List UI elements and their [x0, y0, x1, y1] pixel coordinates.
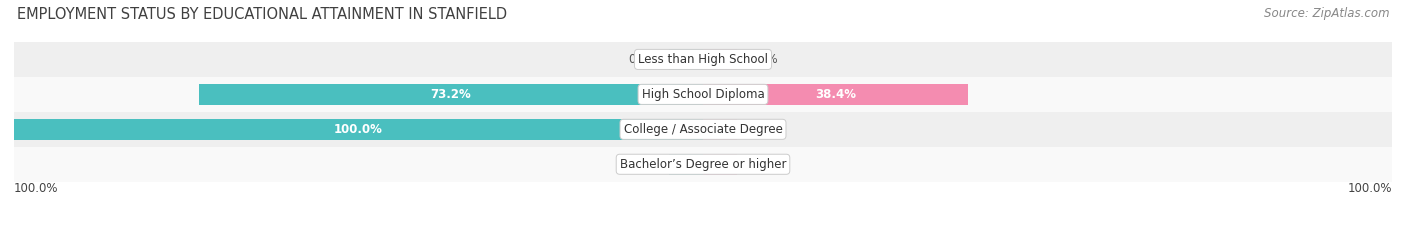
Text: 0.0%: 0.0%: [628, 158, 658, 171]
Text: 38.4%: 38.4%: [814, 88, 856, 101]
Text: 0.0%: 0.0%: [628, 53, 658, 66]
Bar: [703, 49, 738, 70]
Text: Bachelor’s Degree or higher: Bachelor’s Degree or higher: [620, 158, 786, 171]
Text: 100.0%: 100.0%: [335, 123, 382, 136]
Text: High School Diploma: High School Diploma: [641, 88, 765, 101]
Bar: [703, 119, 738, 140]
Text: EMPLOYMENT STATUS BY EDUCATIONAL ATTAINMENT IN STANFIELD: EMPLOYMENT STATUS BY EDUCATIONAL ATTAINM…: [17, 7, 508, 22]
Text: 0.0%: 0.0%: [748, 123, 778, 136]
Text: 100.0%: 100.0%: [14, 182, 59, 195]
Bar: [669, 49, 703, 70]
Bar: [703, 154, 738, 175]
Bar: [14, 119, 703, 140]
Text: 0.0%: 0.0%: [748, 158, 778, 171]
Bar: [14, 42, 1392, 77]
Text: College / Associate Degree: College / Associate Degree: [624, 123, 782, 136]
Text: 100.0%: 100.0%: [1347, 182, 1392, 195]
Text: 0.0%: 0.0%: [748, 53, 778, 66]
Bar: [703, 84, 967, 105]
Bar: [198, 84, 703, 105]
Bar: [669, 154, 703, 175]
Bar: [14, 112, 1392, 147]
Text: 73.2%: 73.2%: [430, 88, 471, 101]
Text: Source: ZipAtlas.com: Source: ZipAtlas.com: [1264, 7, 1389, 20]
Bar: [14, 147, 1392, 182]
Bar: [14, 77, 1392, 112]
Text: Less than High School: Less than High School: [638, 53, 768, 66]
